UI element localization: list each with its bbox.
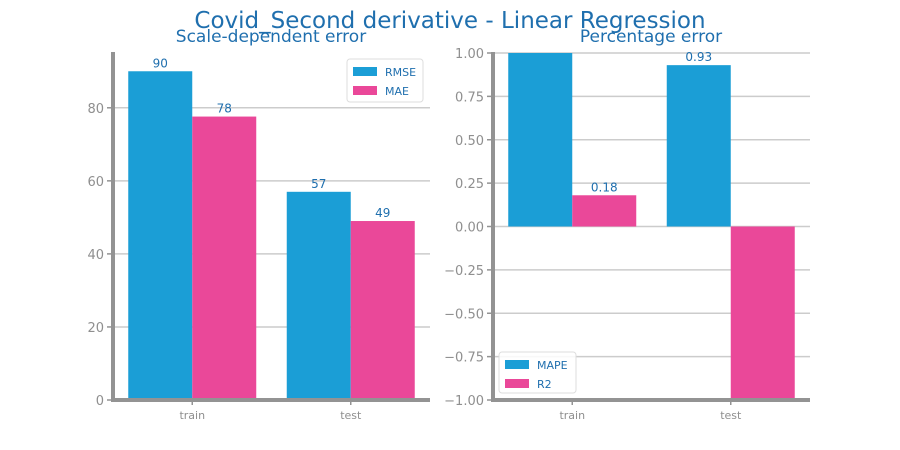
- y-tick-label: 0.50: [455, 134, 484, 149]
- bar-r2-train: [572, 195, 637, 227]
- bar-rmse-train: [128, 71, 193, 401]
- bar-mae-train: [192, 116, 257, 400]
- legend-label: RMSE: [385, 66, 416, 79]
- chart-percentage-error: −1.00 −0.75 −0.50 −0.25 0.00 0.25 0.50 0.75 1.00…: [444, 27, 810, 422]
- chart-title: Scale-dependent error: [176, 27, 366, 47]
- bar-mape-train: [508, 53, 573, 227]
- y-tick-label: −0.50: [444, 307, 484, 322]
- x-tick-label: train: [179, 409, 205, 422]
- bar-mae-test: [350, 221, 415, 400]
- y-tick-label: 60: [87, 175, 104, 190]
- legend: MAPE R2: [498, 351, 577, 394]
- x-tick-label: test: [340, 409, 362, 422]
- legend-swatch: [505, 379, 529, 388]
- y-tick-label: 0: [96, 394, 104, 409]
- y-tick-label: −1.00: [444, 394, 484, 409]
- legend-swatch: [505, 360, 529, 369]
- legend-label: MAPE: [537, 359, 568, 372]
- bar-mape-test: [666, 65, 731, 227]
- data-label: 57: [311, 177, 326, 191]
- y-tick-label: 20: [87, 321, 104, 336]
- legend-label: R2: [537, 378, 552, 391]
- chart-title: Percentage error: [580, 27, 722, 47]
- y-tick-label: −0.25: [444, 264, 484, 279]
- y-tick-label: 0.00: [455, 221, 484, 236]
- y-tick-label: 1.00: [455, 47, 484, 62]
- data-label: 49: [375, 206, 390, 220]
- legend: RMSE MAE: [346, 58, 424, 103]
- data-label: 0.93: [685, 50, 712, 64]
- data-label: 90: [153, 56, 168, 70]
- x-tick-label: train: [559, 409, 585, 422]
- y-tick-label: −0.75: [444, 351, 484, 366]
- y-tick-label: 80: [87, 102, 104, 117]
- legend-swatch: [353, 86, 377, 95]
- x-tick-label: test: [720, 409, 742, 422]
- y-tick-label: 0.75: [455, 90, 484, 105]
- data-label: 78: [217, 102, 232, 116]
- figure-title: Covid_Second derivative - Linear Regress…: [194, 8, 705, 34]
- legend-label: MAE: [385, 85, 409, 98]
- bar-r2-test: [730, 226, 795, 400]
- y-tick-label: 0.25: [455, 177, 484, 192]
- chart-scale-dependent-error: 0 20 40 60 80 90 78 train 57 49 test Scale-dependen…: [87, 27, 430, 422]
- y-tick-label: 40: [87, 248, 104, 263]
- bar-rmse-test: [286, 191, 351, 400]
- legend-swatch: [353, 67, 377, 76]
- data-label: 0.18: [591, 180, 618, 194]
